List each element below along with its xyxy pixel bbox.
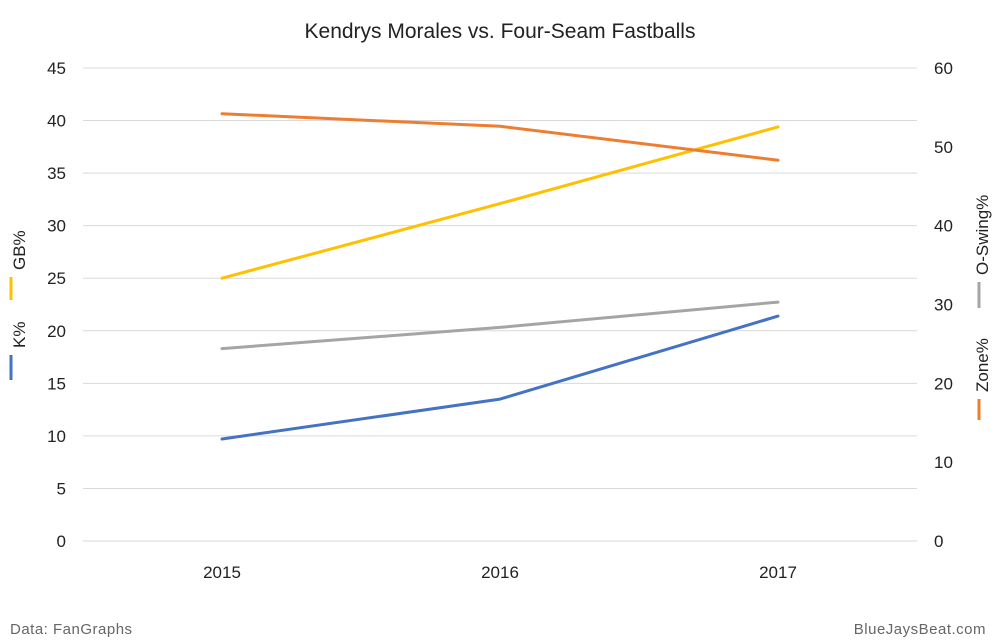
right-tick-label: 60 [934,59,953,78]
axis-label-oswing: O-Swing% [973,195,992,275]
left-tick-label: 0 [57,532,66,551]
left-tick-label: 25 [47,269,66,288]
left-axis-ticks: 0 5 10 15 20 25 30 35 40 45 [47,59,66,551]
series-line-zone [220,112,780,162]
left-tick-label: 30 [47,217,66,236]
right-tick-label: 0 [934,532,943,551]
right-tick-label: 40 [934,217,953,236]
series-line-gb [220,125,780,280]
axis-label-gb: GB% [10,230,29,270]
series-lines [220,112,780,441]
x-tick-label: 2016 [481,563,519,582]
right-axis-ticks: 0 10 20 30 40 50 60 [934,59,953,551]
right-tick-label: 20 [934,374,953,393]
left-tick-label: 45 [47,59,66,78]
chart-title: Kendrys Morales vs. Four-Seam Fastballs [305,20,696,43]
axis-label-k: K% [10,322,29,348]
right-axis-label-zone: Zone% [973,338,992,392]
left-tick-label: 5 [57,479,66,498]
right-axis-label-oswing: O-Swing% [973,195,992,275]
gridlines [83,67,917,542]
x-axis-ticks: 2015 2016 2017 [203,563,797,582]
left-axis-label-k: K% [10,322,29,348]
x-tick-label: 2017 [759,563,797,582]
left-tick-label: 35 [47,164,66,183]
right-tick-label: 50 [934,138,953,157]
footer-source: Data: FanGraphs [10,621,133,638]
left-axis-label-gb: GB% [10,230,29,270]
left-tick-label: 20 [47,322,66,341]
right-tick-label: 30 [934,296,953,315]
left-tick-label: 40 [47,112,66,131]
footer-site: BlueJaysBeat.com [854,621,986,638]
left-tick-label: 15 [47,374,66,393]
series-line-o-swing [220,300,780,351]
right-tick-label: 10 [934,453,953,472]
left-tick-label: 10 [47,427,66,446]
axis-label-zone: Zone% [973,338,992,392]
series-line-k [220,314,780,441]
x-tick-label: 2015 [203,563,241,582]
